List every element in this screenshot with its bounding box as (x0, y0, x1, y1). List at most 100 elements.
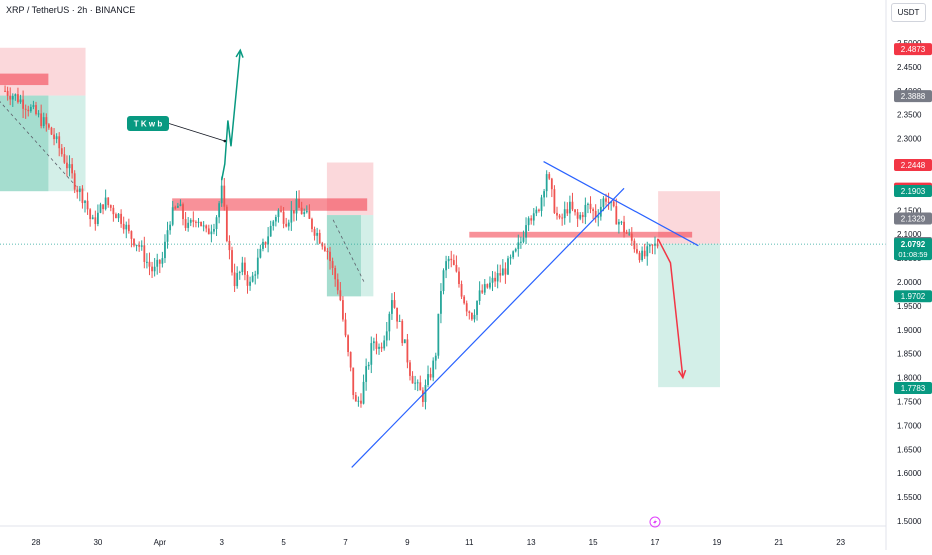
level-band (469, 231, 693, 238)
candle-down (71, 164, 74, 174)
candle-down (470, 312, 473, 320)
price-tick-label: 1.5000 (897, 517, 922, 526)
candle-down (122, 223, 125, 230)
entry-fill (0, 95, 49, 192)
time-tick-label: 7 (343, 538, 348, 547)
candle-down (589, 203, 592, 210)
time-tick-label: 11 (465, 538, 474, 547)
candle-down (571, 201, 574, 210)
candle-up (187, 222, 190, 228)
annotation-label: T K w b (134, 120, 163, 129)
price-label-box (894, 381, 932, 394)
candle-down (548, 174, 551, 179)
currency-button[interactable]: USDT (891, 3, 926, 22)
candle-up (269, 225, 272, 237)
candle-up (514, 249, 517, 252)
candle-down (81, 188, 84, 204)
candle-up (563, 209, 566, 219)
candle-up (146, 261, 148, 263)
candle-down (45, 117, 48, 125)
candle-up (140, 245, 143, 247)
down-arrow-head (677, 369, 687, 380)
candle-down (643, 250, 646, 257)
candle-up (357, 400, 360, 402)
candle-up (197, 221, 200, 223)
candle-up (620, 221, 623, 223)
candle-down (246, 274, 249, 286)
candle-down (458, 271, 460, 285)
candle-down (630, 233, 633, 241)
candle-down (499, 273, 502, 276)
candle-up (37, 113, 40, 115)
candle-down (158, 259, 161, 264)
level-band (172, 198, 368, 211)
candle-up (135, 244, 138, 246)
candle-up (29, 106, 32, 112)
candle-up (14, 94, 17, 97)
candle-up (365, 366, 368, 382)
candle-down (329, 251, 331, 262)
candle-down (486, 284, 489, 288)
current-price-label: 2.0792 (901, 240, 926, 249)
candle-up (388, 313, 391, 332)
candle-down (409, 362, 411, 376)
candle-down (347, 335, 349, 353)
price-label: 2.2448 (901, 161, 926, 170)
candle-up (525, 225, 527, 238)
price-tick-label: 2.0000 (897, 278, 922, 287)
candle-down (592, 209, 595, 211)
candle-up (241, 262, 244, 273)
candle-down (112, 207, 115, 215)
candle-up (251, 275, 254, 282)
candle-down (102, 204, 104, 210)
price-tick-label: 2.4500 (897, 63, 922, 72)
candle-down (419, 382, 422, 391)
candle-down (285, 223, 288, 227)
candle-up (303, 212, 306, 215)
candle-up (597, 216, 600, 218)
candle-up (277, 210, 280, 218)
candle-down (76, 189, 79, 193)
candle-up (398, 320, 401, 322)
candle-down (298, 198, 300, 208)
candle-down (6, 90, 9, 96)
candle-up (19, 99, 22, 103)
candle-up (169, 224, 172, 231)
time-tick-label: 23 (836, 538, 845, 547)
current-price-box (894, 238, 932, 261)
candle-up (290, 210, 293, 223)
candle-up (517, 242, 520, 250)
candle-up (84, 200, 86, 204)
candle-up (104, 197, 107, 210)
time-tick-label: 5 (281, 538, 286, 547)
candle-down (63, 154, 66, 163)
price-tick-label: 2.1000 (897, 230, 922, 239)
symbol-title: XRP / TetherUS · 2h · BINANCE (6, 5, 136, 15)
candle-up (179, 204, 182, 206)
candle-down (311, 218, 313, 230)
candle-up (512, 251, 515, 258)
annotation-leader (168, 123, 225, 142)
candle-down (530, 218, 533, 221)
candle-down (24, 108, 27, 110)
candle-up (220, 185, 223, 204)
candle-up (210, 231, 213, 235)
ascending-support (351, 187, 625, 468)
candle-down (207, 228, 210, 235)
candle-up (617, 221, 620, 225)
candle-up (602, 198, 605, 207)
candle-down (182, 204, 184, 220)
candle-down (452, 260, 455, 265)
candle-up (99, 204, 102, 213)
candle-up (646, 246, 649, 257)
price-label-box (894, 212, 932, 225)
candle-down (17, 94, 19, 103)
price-tick-label: 1.6500 (897, 445, 922, 454)
candle-down (205, 225, 208, 229)
candle-up (262, 241, 264, 249)
candle-up (535, 209, 538, 214)
candle-up (316, 232, 319, 236)
